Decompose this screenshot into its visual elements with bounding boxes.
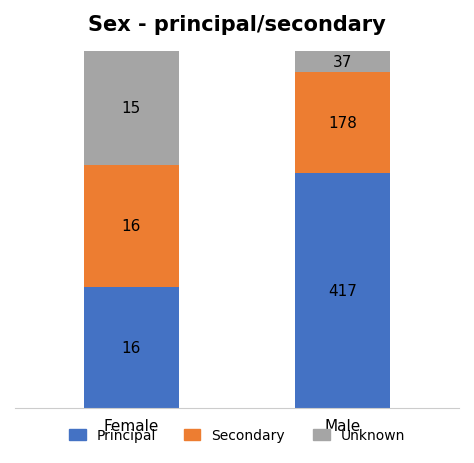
Bar (295, 73, 390, 173)
Bar (84, 52, 179, 166)
Text: 178: 178 (328, 115, 357, 131)
Text: 15: 15 (122, 101, 141, 116)
Text: 16: 16 (122, 340, 141, 355)
Text: 417: 417 (328, 283, 357, 298)
Bar (295, 52, 390, 73)
Title: Sex - principal/secondary: Sex - principal/secondary (88, 15, 386, 35)
Text: 16: 16 (122, 219, 141, 234)
Legend: Principal, Secondary, Unknown: Principal, Secondary, Unknown (64, 423, 410, 448)
Bar (295, 173, 390, 409)
Bar (84, 166, 179, 287)
Bar (84, 287, 179, 409)
Text: 37: 37 (333, 55, 352, 69)
